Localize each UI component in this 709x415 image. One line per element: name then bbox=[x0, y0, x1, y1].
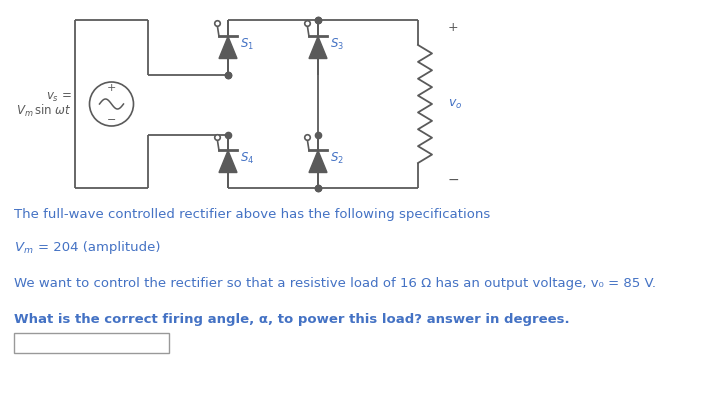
Text: $v_s\,=$: $v_s\,=$ bbox=[45, 90, 72, 104]
Polygon shape bbox=[309, 151, 327, 173]
Text: −: − bbox=[107, 115, 116, 125]
Text: $v_o$: $v_o$ bbox=[448, 98, 462, 110]
Text: $S_3$: $S_3$ bbox=[330, 37, 344, 52]
Text: = 204 (amplitude): = 204 (amplitude) bbox=[38, 241, 160, 254]
Text: +: + bbox=[448, 22, 459, 34]
Text: What is the correct firing angle, α, to power this load? answer in degrees.: What is the correct firing angle, α, to … bbox=[14, 313, 569, 326]
Polygon shape bbox=[309, 37, 327, 59]
Polygon shape bbox=[219, 37, 237, 59]
Text: $V_m$: $V_m$ bbox=[14, 241, 33, 256]
Text: $S_4$: $S_4$ bbox=[240, 151, 255, 166]
Text: +: + bbox=[107, 83, 116, 93]
Text: We want to control the rectifier so that a resistive load of 16 Ω has an output : We want to control the rectifier so that… bbox=[14, 277, 656, 290]
Text: $S_1$: $S_1$ bbox=[240, 37, 254, 52]
Text: $V_m\,\sin\,\omega t$: $V_m\,\sin\,\omega t$ bbox=[16, 103, 72, 119]
Text: −: − bbox=[448, 173, 459, 187]
Bar bbox=[14, 333, 169, 353]
Polygon shape bbox=[219, 151, 237, 173]
Text: The full-wave controlled rectifier above has the following specifications: The full-wave controlled rectifier above… bbox=[14, 208, 490, 221]
Text: $S_2$: $S_2$ bbox=[330, 151, 344, 166]
